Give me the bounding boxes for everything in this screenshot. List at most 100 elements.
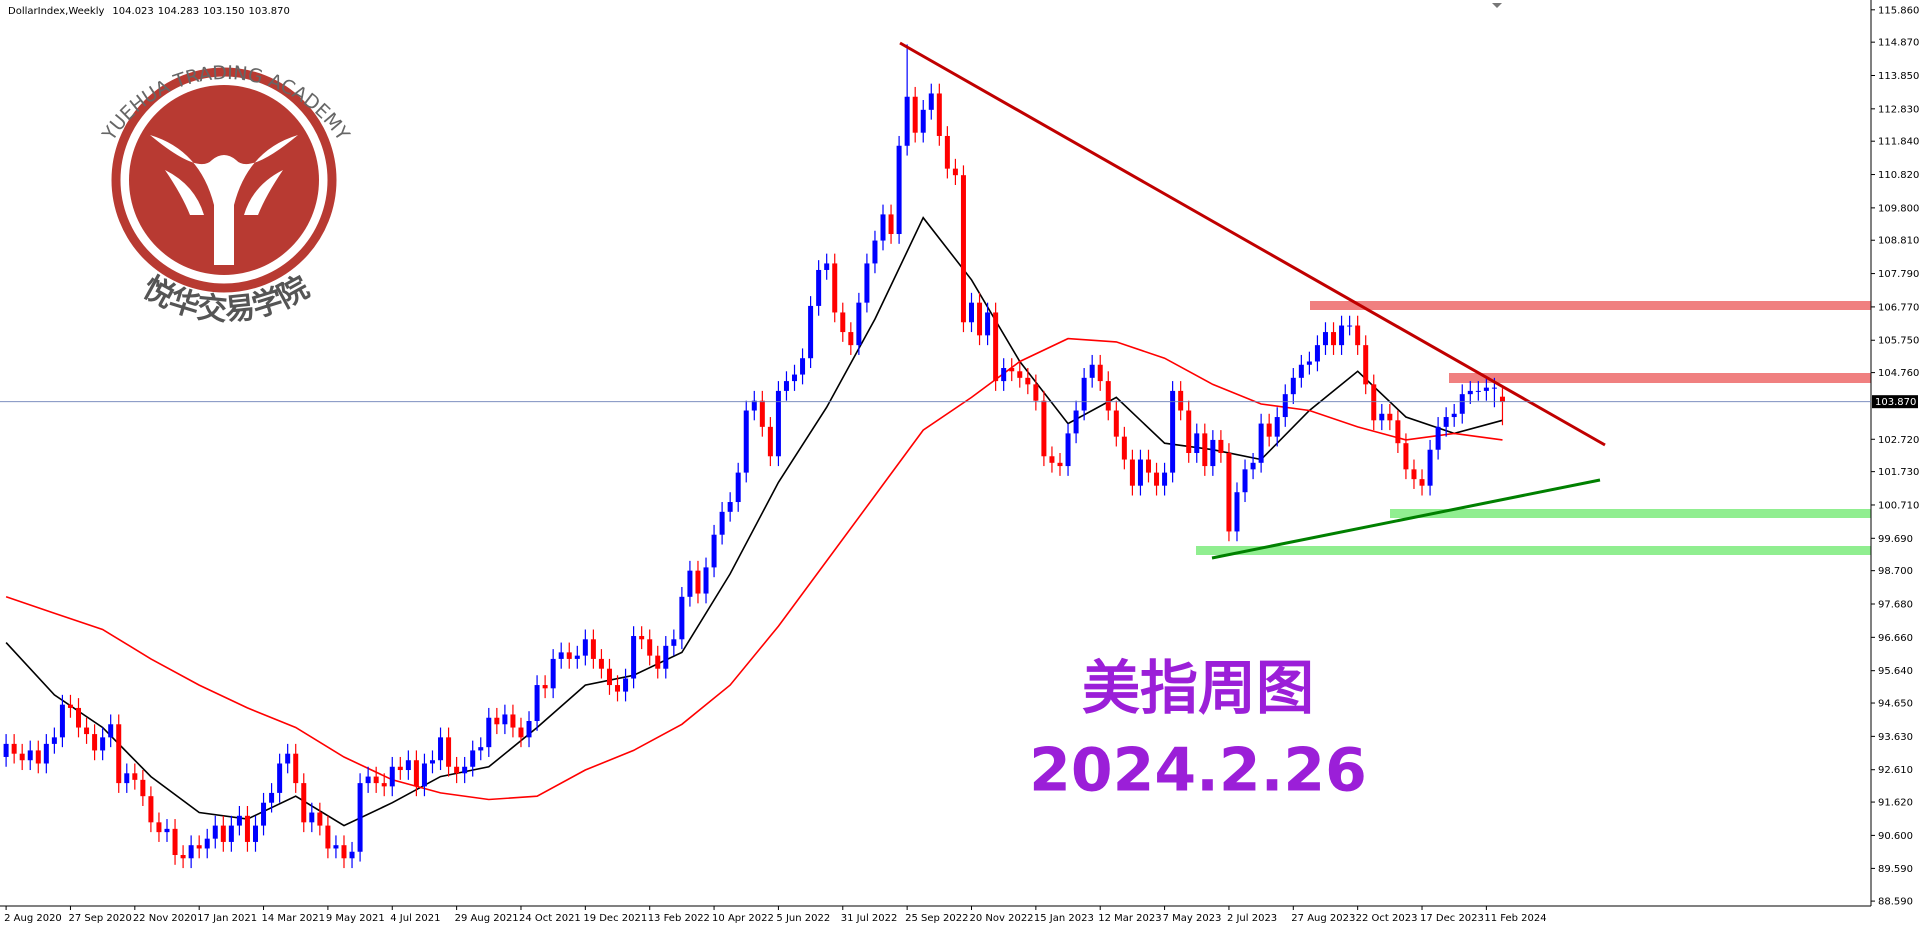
- candle-body: [421, 763, 427, 787]
- candle-body: [116, 724, 122, 784]
- x-tick-label: 5 Jun 2022: [776, 913, 830, 924]
- candle-body: [132, 773, 138, 780]
- candle-body: [1218, 439, 1224, 453]
- candle-body: [188, 845, 194, 859]
- candle-body: [840, 312, 846, 333]
- y-tick-label: 109.800: [1878, 203, 1919, 214]
- candle-body: [204, 838, 210, 849]
- candle-body: [550, 658, 556, 689]
- candle-body: [108, 724, 114, 738]
- y-tick-label: 92.610: [1878, 765, 1913, 776]
- candle-body: [1065, 433, 1071, 467]
- y-tick-label: 113.850: [1878, 71, 1919, 82]
- candle-body: [1355, 325, 1361, 346]
- x-tick-label: 17 Dec 2023: [1420, 913, 1484, 924]
- candle-body: [631, 636, 637, 679]
- candle-body: [1347, 325, 1353, 327]
- candle-body: [269, 792, 275, 803]
- candle-body: [1145, 459, 1151, 473]
- x-tick-label: 9 May 2021: [326, 913, 385, 924]
- candle-body: [140, 779, 146, 797]
- candle-body: [1250, 462, 1256, 470]
- y-tick-label: 96.660: [1878, 633, 1913, 644]
- candle-body: [687, 570, 693, 597]
- candle-body: [510, 714, 516, 728]
- candle-body: [1306, 361, 1312, 365]
- y-tick-label: 108.810: [1878, 236, 1919, 247]
- x-tick-label: 14 Mar 2021: [262, 913, 325, 924]
- trend-line: [1211, 478, 1601, 560]
- candle-body: [783, 381, 789, 391]
- logo-ring: [111, 67, 337, 293]
- candle-body: [1154, 472, 1160, 486]
- candle-body: [872, 240, 878, 264]
- candle-body: [124, 773, 130, 784]
- candle-body: [365, 776, 371, 784]
- candle-body: [1435, 426, 1441, 450]
- candle-body: [832, 263, 838, 313]
- candle-body: [397, 766, 403, 771]
- support-zone: [1390, 509, 1871, 518]
- candle-body: [1226, 453, 1232, 532]
- candle-body: [27, 750, 33, 761]
- candle-body: [663, 645, 669, 669]
- candle-body: [454, 766, 460, 774]
- candle-body: [1178, 390, 1184, 411]
- candle-body: [59, 704, 65, 738]
- candle-body: [960, 175, 966, 323]
- x-tick-label: 15 Jan 2023: [1034, 913, 1094, 924]
- candle-body: [590, 639, 596, 659]
- candle-body: [67, 704, 73, 708]
- candle-body: [1025, 377, 1031, 385]
- candle-body: [462, 766, 468, 774]
- candle-body: [1371, 384, 1377, 421]
- candle-body: [333, 845, 339, 849]
- candle-body: [325, 825, 331, 849]
- resistance-zone: [1310, 301, 1871, 310]
- candle-body: [1009, 368, 1015, 372]
- candle-body: [252, 825, 258, 842]
- candle-body: [236, 815, 242, 826]
- y-tick-label: 105.750: [1878, 336, 1919, 347]
- candle-body: [261, 802, 267, 826]
- x-tick-label: 7 May 2023: [1163, 913, 1222, 924]
- candle-body: [1081, 377, 1087, 411]
- candle-body: [542, 685, 548, 689]
- candle-body: [470, 750, 476, 767]
- candle-body: [446, 737, 452, 767]
- x-tick-label: 27 Sep 2020: [68, 913, 131, 924]
- candle-body: [920, 109, 926, 133]
- candle-body: [574, 655, 580, 659]
- candle-body: [1475, 390, 1481, 392]
- candle-body: [196, 845, 202, 849]
- x-tick-label: 19 Dec 2021: [583, 913, 647, 924]
- candle-body: [679, 596, 685, 640]
- current-price-box: [1872, 395, 1918, 409]
- candle-body: [743, 410, 749, 473]
- candle-body: [349, 851, 355, 859]
- candle-body: [1001, 368, 1007, 382]
- y-tick-label: 99.690: [1878, 534, 1913, 545]
- candle-body: [1162, 472, 1168, 486]
- x-tick-label: 17 Jan 2021: [197, 913, 257, 924]
- candle-body: [478, 747, 484, 751]
- candle-body: [703, 567, 709, 594]
- x-tick-label: 29 Aug 2021: [455, 913, 519, 924]
- annotation-date: 2024.2.26: [1029, 736, 1367, 806]
- candle-body: [413, 760, 419, 787]
- candle-body: [623, 678, 629, 692]
- y-tick-label: 112.830: [1878, 104, 1919, 115]
- candle-body: [309, 812, 315, 823]
- candle-body: [317, 812, 323, 826]
- candles: [3, 44, 1505, 869]
- candle-body: [615, 685, 621, 692]
- y-tick-label: 107.790: [1878, 269, 1919, 280]
- candle-body: [824, 263, 830, 270]
- header-low: 103.150: [203, 6, 244, 17]
- candle-body: [751, 400, 757, 411]
- y-tick-label: 91.620: [1878, 798, 1913, 809]
- candle-body: [1073, 410, 1079, 434]
- candle-body: [888, 214, 894, 235]
